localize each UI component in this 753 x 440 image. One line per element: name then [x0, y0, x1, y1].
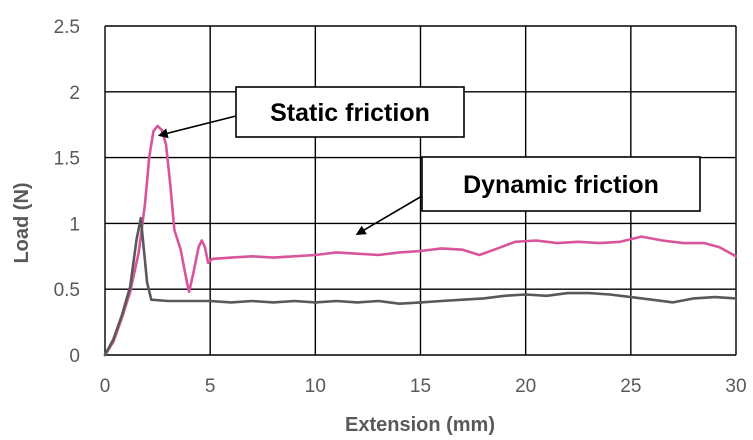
x-tick-label: 30	[725, 376, 746, 397]
y-axis-title: Load (N)	[11, 182, 33, 263]
tick-labels: 0 5 10 15 20 25 30 0 0.5 1 1.5 2 2.5	[54, 17, 747, 397]
y-tick-label: 2.5	[54, 17, 80, 38]
x-tick-label: 0	[100, 376, 111, 397]
series-layer	[103, 124, 738, 357]
annotation-box	[421, 156, 701, 212]
annotation-2: Dynamic friction	[355, 156, 701, 235]
x-tick-label: 25	[620, 376, 641, 397]
x-tick-label: 20	[515, 376, 536, 397]
annotation-arrow	[355, 195, 423, 235]
annotation-arrow	[157, 115, 237, 139]
x-tick-label: 10	[305, 376, 326, 397]
annotation-1: Static friction	[157, 86, 465, 139]
annotation-label: Static friction	[270, 99, 430, 127]
y-tick-label: 2	[69, 83, 80, 104]
x-tick-label: 5	[205, 376, 216, 397]
annotation-label: Dynamic friction	[463, 171, 659, 199]
annotation-box	[235, 86, 465, 138]
y-tick-label: 0	[69, 346, 80, 367]
y-tick-label: 0.5	[54, 280, 80, 301]
x-tick-label: 15	[410, 376, 431, 397]
annotations: Static friction Dynamic friction	[157, 86, 701, 235]
series-line-1	[103, 124, 738, 357]
series-line-2	[103, 216, 738, 357]
y-tick-label: 1	[69, 214, 80, 235]
y-tick-label: 1.5	[54, 149, 80, 170]
x-axis-title: Extension (mm)	[345, 414, 495, 436]
